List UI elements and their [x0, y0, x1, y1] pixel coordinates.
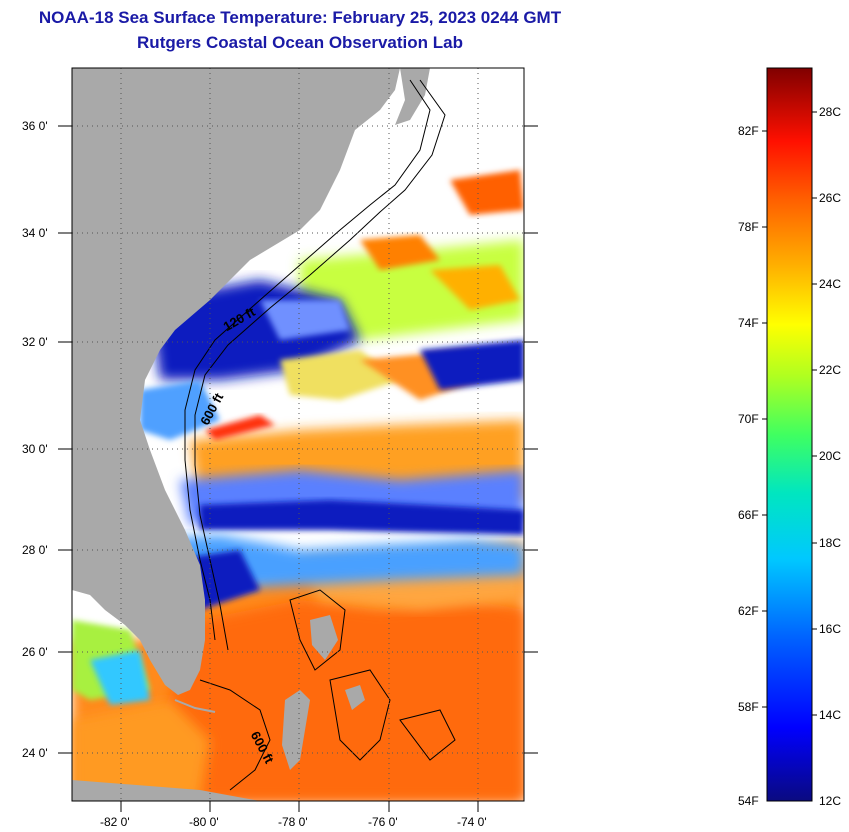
colorbar-f-62: 62F	[738, 604, 759, 618]
graticule	[72, 68, 524, 801]
colorbar-c-28: 28C	[819, 105, 841, 119]
lat-label-34: 34 0'	[22, 226, 48, 240]
colorbar: 82F 78F 74F 70F 66F 62F 58F 54F 28C 26C …	[738, 67, 841, 808]
land-mainland	[72, 68, 400, 695]
colorbar-c-26: 26C	[819, 191, 841, 205]
land-abaco	[310, 615, 338, 660]
lon-label-74: -74 0'	[457, 815, 487, 829]
lon-label-80: -80 0'	[189, 815, 219, 829]
colorbar-c-22: 22C	[819, 363, 841, 377]
colorbar-c-14: 14C	[819, 708, 841, 722]
axis-ticks	[58, 125, 538, 812]
bathymetry-contours	[184, 79, 456, 791]
lon-label-78: -78 0'	[278, 815, 308, 829]
lat-label-30: 30 0'	[22, 442, 48, 456]
colorbar-c-24: 24C	[819, 277, 841, 291]
lat-label-24: 24 0'	[22, 746, 48, 760]
map-subtitle: Rutgers Coastal Ocean Observation Lab	[137, 33, 463, 52]
lon-label-82: -82 0'	[100, 815, 130, 829]
colorbar-f-74: 74F	[738, 316, 759, 330]
land-bahamas	[282, 690, 310, 770]
land-cuba	[72, 780, 260, 801]
map-title: NOAA-18 Sea Surface Temperature: Februar…	[38, 8, 562, 27]
colorbar-c-12: 12C	[819, 794, 841, 808]
lat-label-26: 26 0'	[22, 645, 48, 659]
land-eleuthera	[345, 685, 365, 710]
lon-label-76: -76 0'	[368, 815, 398, 829]
map-frame	[71, 67, 525, 802]
colorbar-gradient	[766, 67, 813, 802]
sst-north-region	[140, 170, 524, 440]
lat-label-36: 36 0'	[22, 119, 48, 133]
colorbar-f-54: 54F	[738, 794, 759, 808]
colorbar-f-70: 70F	[738, 412, 759, 426]
colorbar-f-58: 58F	[738, 700, 759, 714]
lat-label-28: 28 0'	[22, 543, 48, 557]
colorbar-c-18: 18C	[819, 536, 841, 550]
sst-map-area: 120 ft 600 ft 600 ft	[72, 68, 524, 801]
colorbar-f-66: 66F	[738, 508, 759, 522]
colorbar-c-16: 16C	[819, 622, 841, 636]
land-florida-keys	[174, 699, 216, 713]
colorbar-f-82: 82F	[738, 124, 759, 138]
colorbar-f-78: 78F	[738, 220, 759, 234]
colorbar-c-20: 20C	[819, 449, 841, 463]
lat-label-32: 32 0'	[22, 335, 48, 349]
